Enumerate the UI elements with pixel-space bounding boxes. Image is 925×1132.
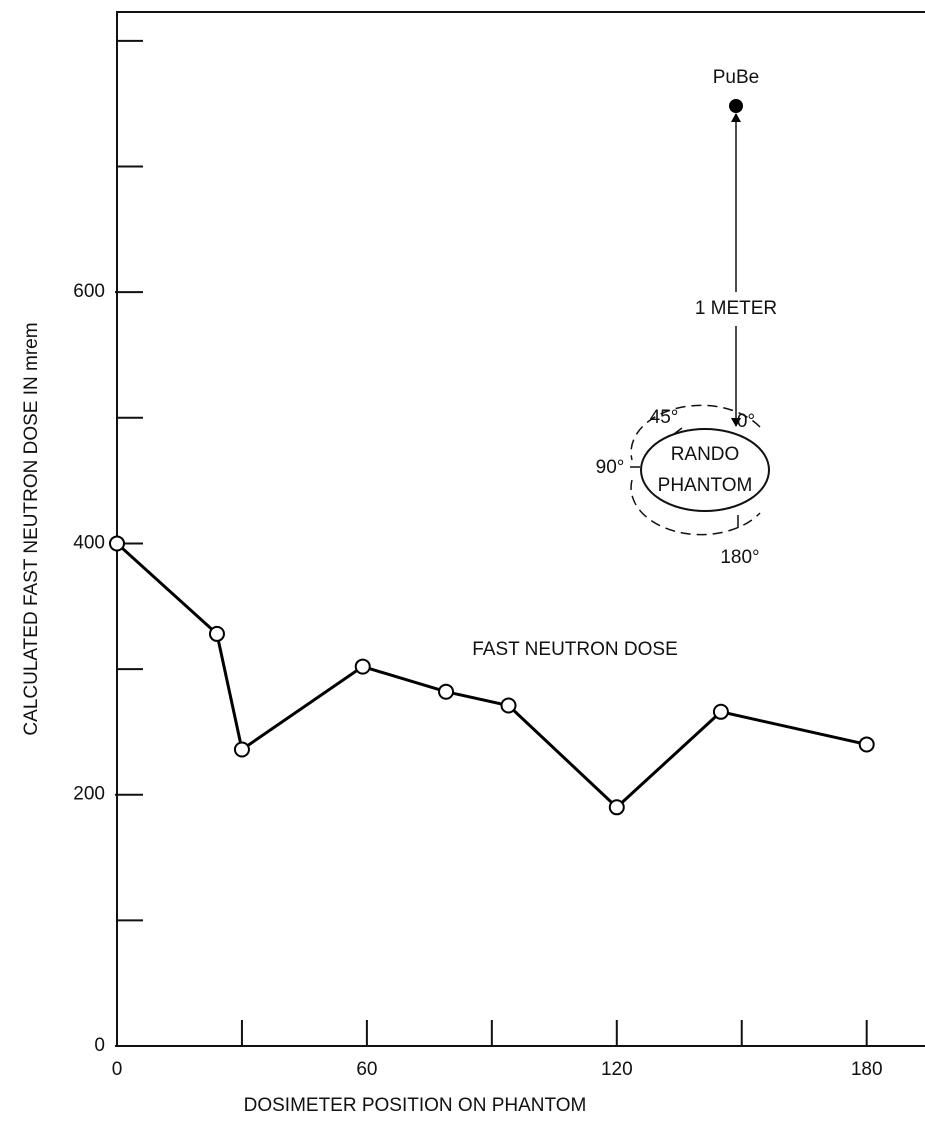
distance-label: 1 METER bbox=[695, 298, 777, 319]
source-dot bbox=[729, 99, 743, 113]
angle-label: 0° bbox=[737, 411, 755, 432]
y-tick-label: 400 bbox=[73, 532, 105, 553]
data-point bbox=[210, 627, 224, 641]
data-point bbox=[502, 699, 516, 713]
data-point bbox=[610, 800, 624, 814]
angle-label: 90° bbox=[596, 457, 625, 478]
x-tick-label: 120 bbox=[601, 1059, 633, 1080]
y-axis-label: CALCULATED FAST NEUTRON DOSE IN mrem bbox=[21, 322, 42, 735]
data-point bbox=[235, 742, 249, 756]
chart: CALCULATED FAST NEUTRON DOSE IN mrem DOS… bbox=[0, 0, 925, 1127]
data-point bbox=[714, 705, 728, 719]
x-tick-label: 180 bbox=[851, 1059, 883, 1080]
axes bbox=[117, 12, 925, 1046]
object-label: PHANTOM bbox=[658, 475, 753, 496]
y-tick-label: 0 bbox=[94, 1035, 105, 1056]
object-label: RANDO bbox=[671, 444, 740, 465]
angle-label: 180° bbox=[720, 547, 759, 568]
data-point bbox=[110, 536, 124, 550]
y-tick-label: 200 bbox=[73, 784, 105, 805]
angle-label: 45° bbox=[650, 407, 679, 428]
series-label: FAST NEUTRON DOSE bbox=[472, 639, 678, 660]
inset-diagram: PuBe 1 METER RANDO PHANTOM 0° 45° 90° 18… bbox=[596, 67, 778, 568]
data-point bbox=[356, 660, 370, 674]
x-tick-label: 60 bbox=[356, 1059, 377, 1080]
data-point bbox=[860, 737, 874, 751]
x-tick-label: 0 bbox=[112, 1059, 123, 1080]
data-point bbox=[439, 685, 453, 699]
x-axis-label: DOSIMETER POSITION ON PHANTOM bbox=[244, 1095, 587, 1116]
phantom bbox=[641, 429, 769, 511]
y-tick-label: 600 bbox=[73, 281, 105, 302]
data-line bbox=[117, 543, 867, 807]
source-label: PuBe bbox=[713, 67, 759, 88]
